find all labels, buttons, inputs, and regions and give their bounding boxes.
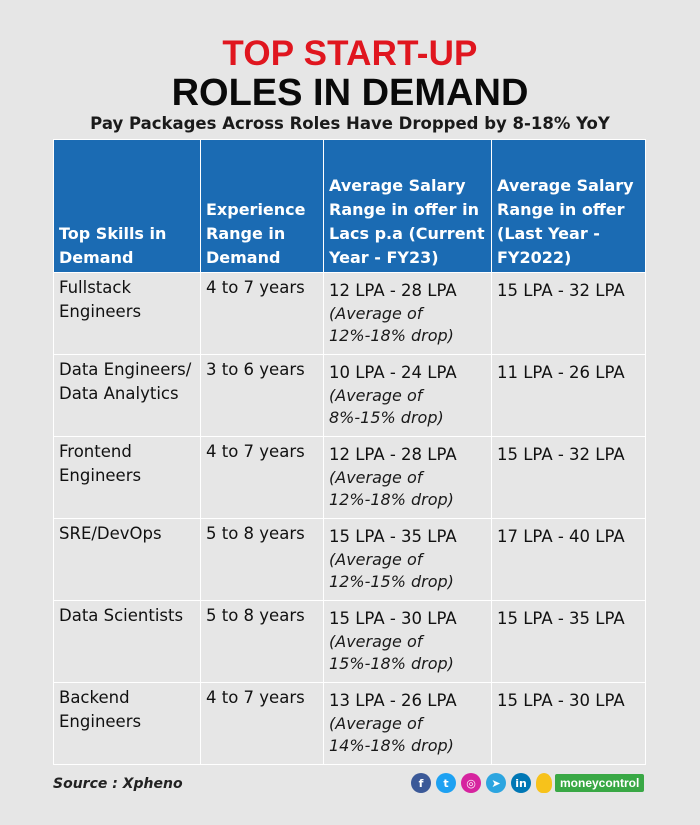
- experience-cell: 3 to 6 years: [200, 354, 324, 437]
- drop-note: (Average of 12%-15% drop): [329, 550, 454, 591]
- drop-note: (Average of 8%-15% drop): [329, 386, 444, 427]
- last-salary-cell: 17 LPA - 40 LPA: [491, 518, 646, 601]
- current-range: 10 LPA - 24 LPA: [329, 363, 457, 382]
- twitter-icon[interactable]: t: [436, 773, 456, 793]
- drop-note: (Average of 12%-18% drop): [329, 468, 454, 509]
- moneycontrol-bulb-icon: [536, 773, 552, 793]
- skill-cell: Data Engineers/ Data Analytics: [53, 354, 201, 437]
- current-salary-cell: 12 LPA - 28 LPA (Average of 12%-18% drop): [323, 436, 492, 519]
- table-row: Backend Engineers 4 to 7 years 13 LPA - 26…: [53, 682, 646, 765]
- experience-cell: 5 to 8 years: [200, 600, 324, 683]
- subtitle: Pay Packages Across Roles Have Dropped b…: [90, 114, 610, 133]
- title-line-2: ROLES IN DEMAND: [171, 72, 529, 114]
- drop-note: (Average of 15%-18% drop): [329, 632, 454, 673]
- header-last-salary: Average Salary Range in offer (Last Year…: [491, 139, 646, 273]
- skill-cell: SRE/DevOps: [53, 518, 201, 601]
- skill-cell: Frontend Engineers: [53, 436, 201, 519]
- moneycontrol-logo[interactable]: moneycontrol: [555, 774, 645, 792]
- current-salary-cell: 10 LPA - 24 LPA (Average of 8%-15% drop): [323, 354, 492, 437]
- telegram-icon[interactable]: ➤: [486, 773, 506, 793]
- current-range: 12 LPA - 28 LPA: [329, 281, 457, 300]
- current-range: 13 LPA - 26 LPA: [329, 691, 457, 710]
- experience-cell: 4 to 7 years: [200, 272, 324, 355]
- table-row: Data Scientists 5 to 8 years 15 LPA - 30 L…: [53, 600, 646, 683]
- table-header-row: Top Skills in Demand Experience Range in…: [53, 139, 646, 273]
- table-row: Fullstack Engineers 4 to 7 years 12 LPA - …: [53, 272, 646, 355]
- header-experience: Experience Range in Demand: [200, 139, 324, 273]
- current-range: 15 LPA - 30 LPA: [329, 609, 457, 628]
- header-current-salary: Average Salary Range in offer in Lacs p.…: [323, 139, 492, 273]
- table-row: Data Engineers/ Data Analytics 3 to 6 yea…: [53, 354, 646, 437]
- instagram-icon[interactable]: ◎: [461, 773, 481, 793]
- skill-cell: Fullstack Engineers: [53, 272, 201, 355]
- experience-cell: 4 to 7 years: [200, 436, 324, 519]
- skill-cell: Backend Engineers: [53, 682, 201, 765]
- table-row: Frontend Engineers 4 to 7 years 12 LPA - 2…: [53, 436, 646, 519]
- roles-table: Top Skills in Demand Experience Range in…: [53, 139, 646, 765]
- header-skills: Top Skills in Demand: [53, 139, 201, 273]
- facebook-icon[interactable]: f: [411, 773, 431, 793]
- last-salary-cell: 15 LPA - 32 LPA: [491, 272, 646, 355]
- current-salary-cell: 13 LPA - 26 LPA (Average of 14%-18% drop): [323, 682, 492, 765]
- last-salary-cell: 15 LPA - 35 LPA: [491, 600, 646, 683]
- title-line-1: TOP START-UP: [222, 34, 478, 73]
- current-salary-cell: 15 LPA - 30 LPA (Average of 15%-18% drop): [323, 600, 492, 683]
- drop-note: (Average of 12%-18% drop): [329, 304, 454, 345]
- drop-note: (Average of 14%-18% drop): [329, 714, 454, 755]
- current-range: 12 LPA - 28 LPA: [329, 445, 457, 464]
- experience-cell: 5 to 8 years: [200, 518, 324, 601]
- last-salary-cell: 15 LPA - 32 LPA: [491, 436, 646, 519]
- source-credit: Source : Xpheno: [53, 776, 183, 792]
- linkedin-icon[interactable]: in: [511, 773, 531, 793]
- current-salary-cell: 15 LPA - 35 LPA (Average of 12%-15% drop): [323, 518, 492, 601]
- table-row: SRE/DevOps 5 to 8 years 15 LPA - 35 LPA (Av…: [53, 518, 646, 601]
- last-salary-cell: 11 LPA - 26 LPA: [491, 354, 646, 437]
- experience-cell: 4 to 7 years: [200, 682, 324, 765]
- social-bar: f t ◎ ➤ in moneycontrol: [411, 772, 645, 794]
- last-salary-cell: 15 LPA - 30 LPA: [491, 682, 646, 765]
- skill-cell: Data Scientists: [53, 600, 201, 683]
- current-salary-cell: 12 LPA - 28 LPA (Average of 12%-18% drop): [323, 272, 492, 355]
- current-range: 15 LPA - 35 LPA: [329, 527, 457, 546]
